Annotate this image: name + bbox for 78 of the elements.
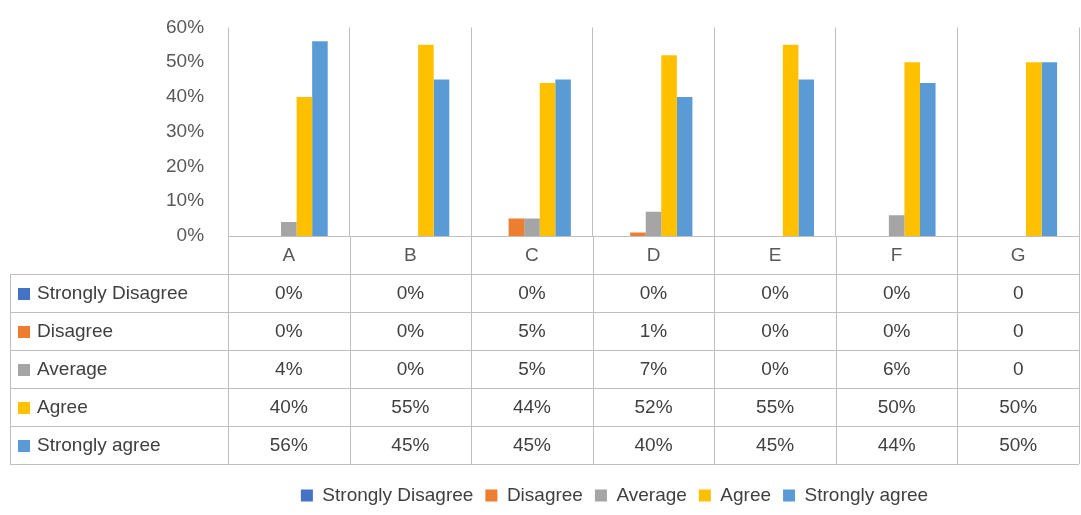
bar: [888, 215, 905, 236]
data-label: 0%: [275, 282, 303, 304]
x-tick-label: A: [282, 243, 296, 265]
data-label: 0%: [761, 358, 789, 380]
data-label: 6%: [882, 358, 911, 380]
bar: [312, 41, 328, 236]
bar: [798, 79, 814, 236]
y-tick-label: 30%: [166, 119, 205, 141]
y-tick-label: 40%: [166, 85, 205, 107]
data-label: 7%: [639, 358, 668, 380]
bar: [281, 222, 297, 236]
bar: [418, 44, 434, 236]
text: Strongly agree: [37, 434, 161, 456]
text: Agree: [37, 396, 88, 418]
data-label: 44%: [512, 396, 552, 418]
legend-label: Disagree: [506, 483, 583, 505]
data-label: 45%: [756, 434, 795, 456]
data-label: 4%: [275, 358, 303, 380]
bar: [524, 218, 540, 236]
x-tick-label: C: [525, 243, 539, 265]
data-label: 40%: [634, 434, 673, 456]
bar: [919, 83, 936, 236]
legend-label: Agree: [720, 483, 772, 505]
bar: [1041, 62, 1058, 236]
y-tick-label: 20%: [166, 154, 205, 176]
data-label: 0%: [396, 320, 425, 342]
legend-label: Strongly Disagree: [322, 483, 474, 505]
data-label: 50%: [999, 396, 1038, 418]
text: Strongly Disagree: [37, 282, 189, 304]
text: Disagree: [37, 320, 114, 342]
data-label: 0%: [639, 282, 668, 304]
bar: [555, 79, 571, 236]
text: Average: [616, 483, 687, 505]
x-tick-label: G: [1010, 243, 1026, 265]
data-label: 0: [1012, 320, 1024, 342]
bar: [508, 218, 525, 236]
bar: [661, 55, 677, 236]
legend-label: Strongly agree: [804, 483, 929, 505]
y-tick-label: 0%: [176, 224, 205, 246]
data-label: 50%: [999, 434, 1038, 456]
data-label: 0: [1012, 282, 1024, 304]
data-label: 55%: [756, 396, 795, 418]
data-label: 56%: [269, 434, 308, 456]
data-label: 0%: [761, 320, 789, 342]
data-label: 44%: [877, 434, 916, 456]
x-tick-label: E: [768, 243, 782, 265]
data-label: 0%: [761, 282, 789, 304]
y-tick-label: 50%: [166, 50, 205, 72]
data-label: 0%: [396, 282, 425, 304]
data-label: 40%: [269, 396, 308, 418]
bar: [645, 211, 662, 236]
bar: [296, 96, 313, 236]
bar: [676, 96, 693, 236]
y-tick-label: 10%: [166, 189, 205, 211]
y-tick-label: 60%: [166, 15, 205, 37]
data-label: 0%: [396, 358, 425, 380]
data-label: 0%: [518, 282, 546, 304]
legend-label: Average: [37, 358, 108, 380]
data-label: 45%: [391, 434, 430, 456]
data-label: 5%: [518, 358, 546, 380]
data-label: 0: [1012, 358, 1024, 380]
bar: [782, 44, 799, 236]
data-label: 0%: [882, 320, 911, 342]
data-label: 0%: [882, 282, 911, 304]
x-tick-label: D: [646, 243, 661, 265]
bar: [433, 79, 450, 236]
data-label: 1%: [639, 320, 668, 342]
bar: [904, 62, 920, 236]
bar: [1026, 62, 1042, 236]
data-label: 55%: [391, 396, 430, 418]
data-label: 50%: [877, 396, 916, 418]
data-label: 0%: [275, 320, 303, 342]
data-label: 5%: [518, 320, 546, 342]
data-label: 45%: [512, 434, 552, 456]
x-tick-label: F: [890, 243, 903, 265]
bar: [539, 83, 556, 236]
data-label: 52%: [634, 396, 673, 418]
x-tick-label: B: [404, 243, 417, 265]
